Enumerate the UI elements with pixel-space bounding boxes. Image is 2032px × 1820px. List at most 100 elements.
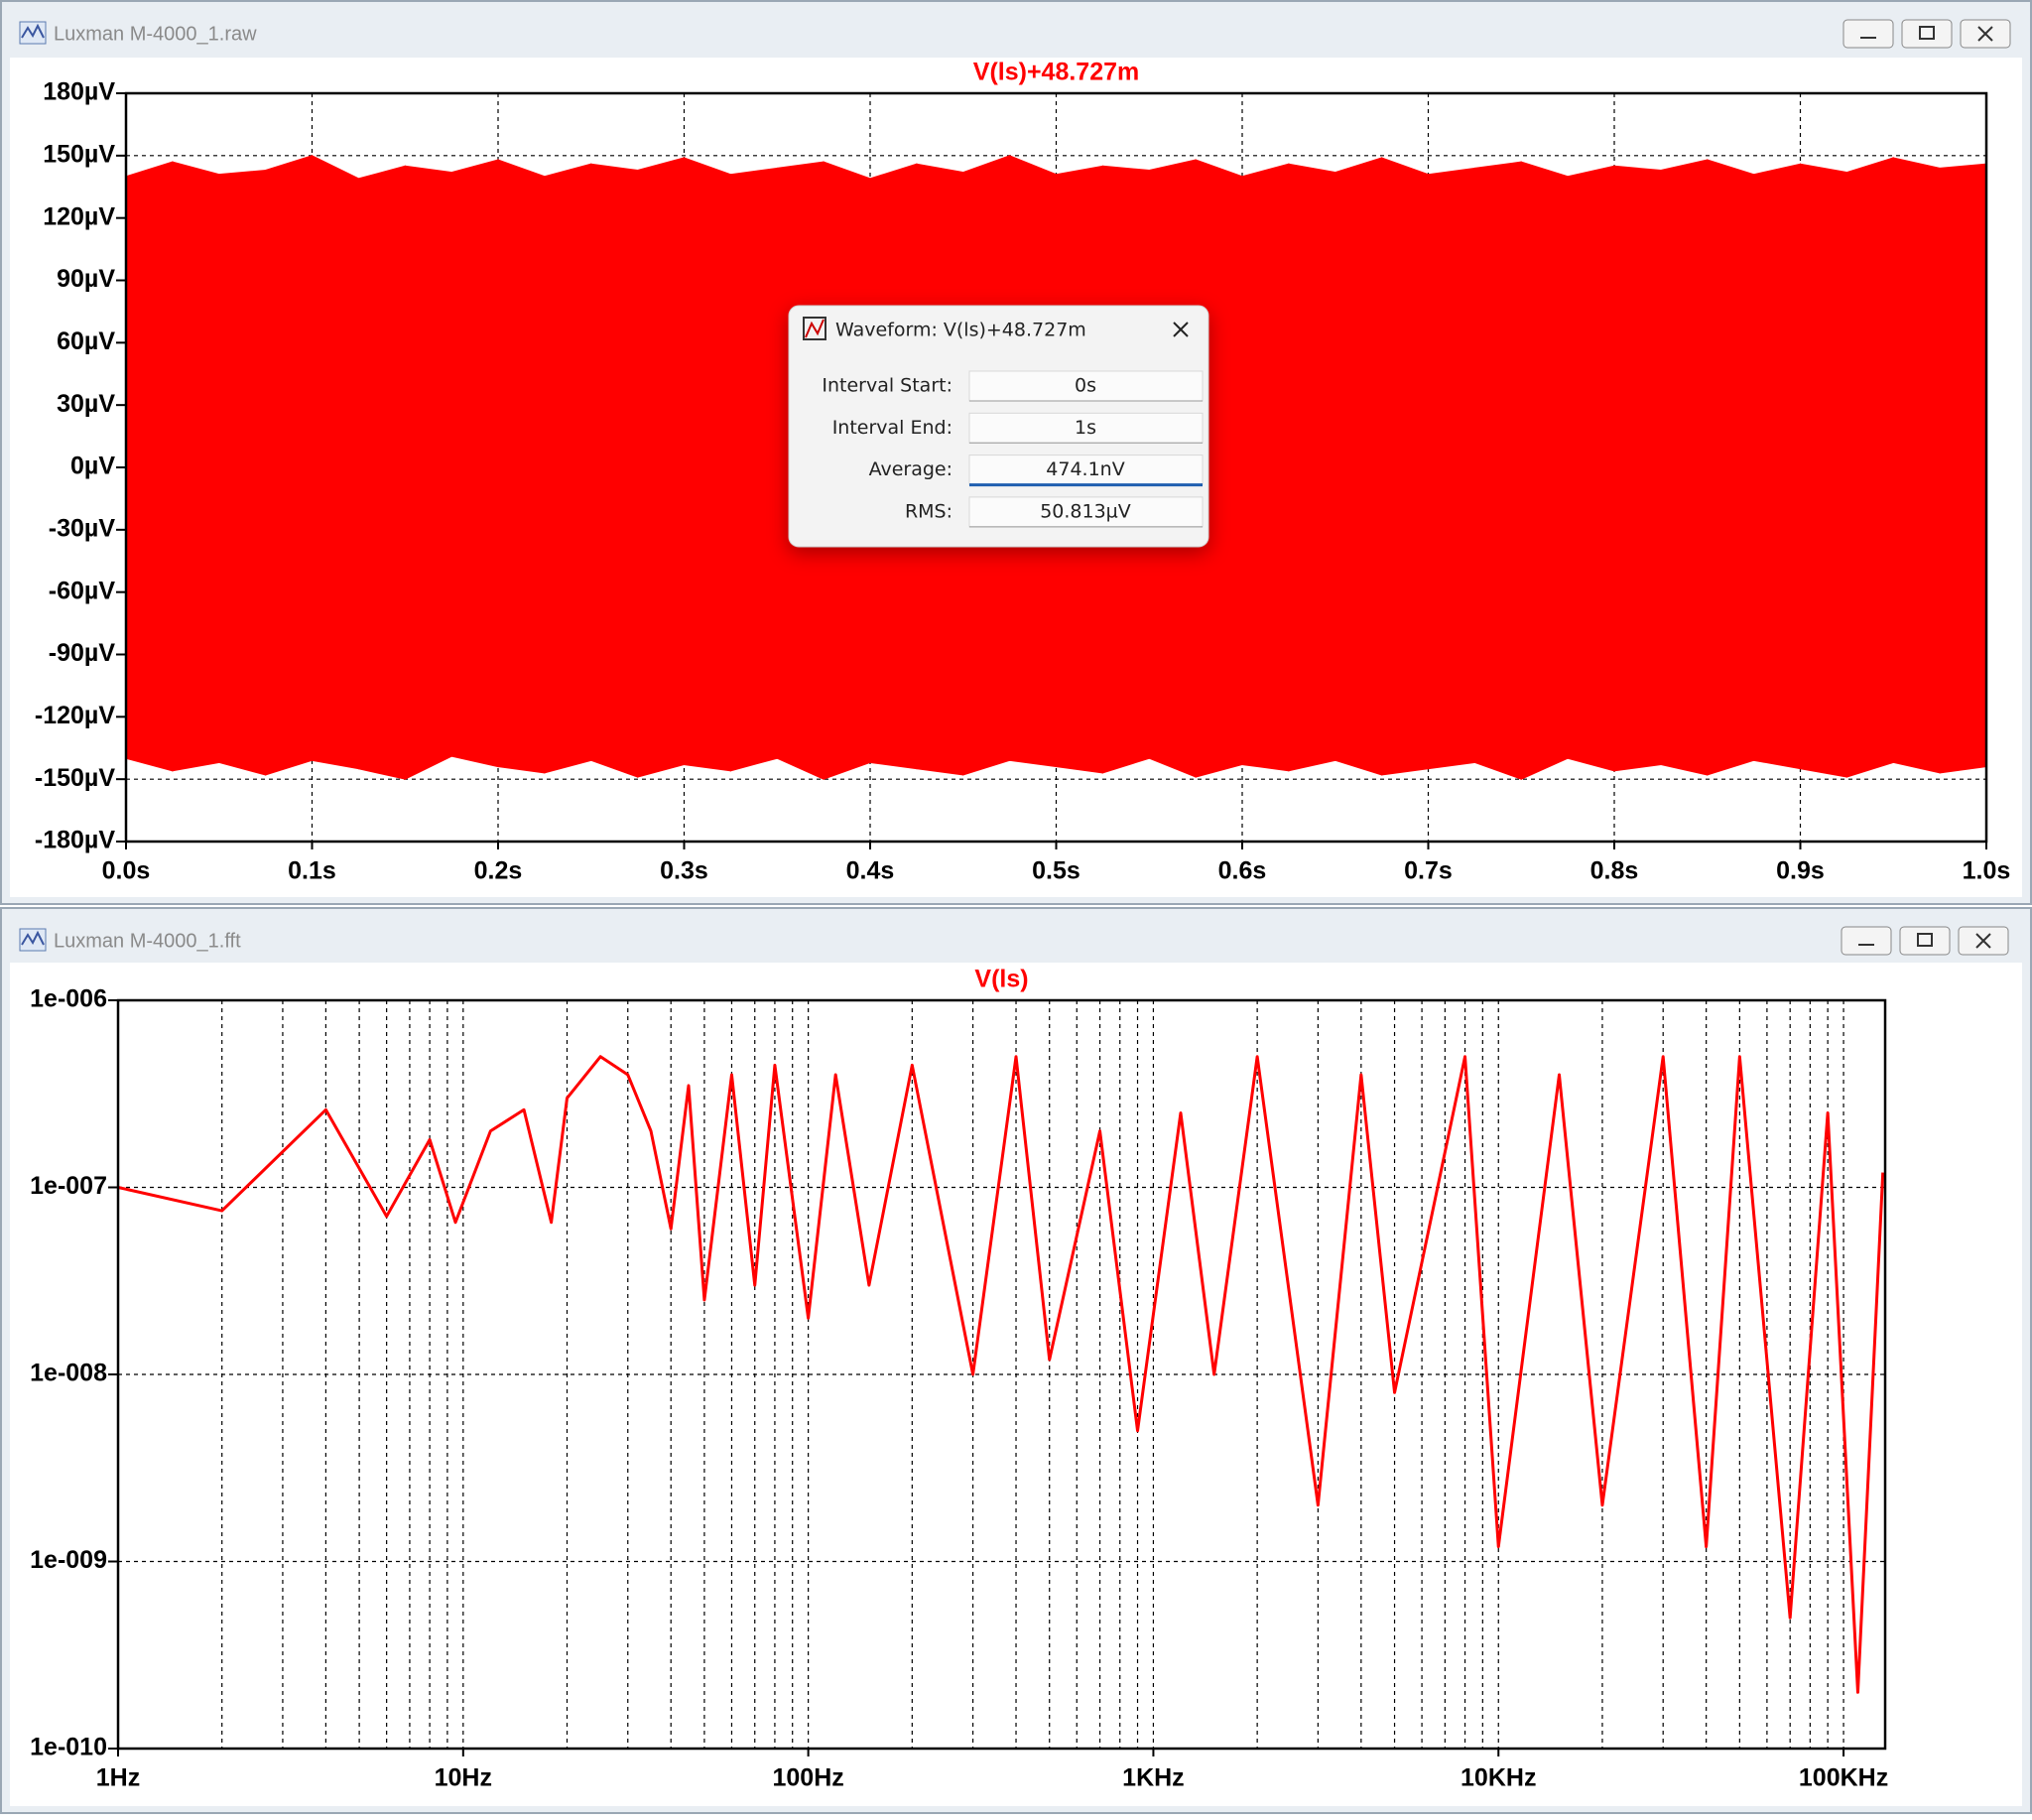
x-tick-label: 0.7s — [1404, 857, 1453, 885]
field-label: Interval Start: — [822, 375, 952, 397]
noise-band — [1939, 163, 1987, 774]
noise-band — [125, 161, 174, 772]
x-tick-label: 0.0s — [102, 857, 151, 885]
window-title: Luxman M-4000_1.fft — [54, 930, 241, 952]
plot-border — [124, 91, 1988, 844]
y-tick-label: -150µV — [35, 764, 115, 792]
plot-border — [116, 998, 1887, 1751]
chart-title: V(ls)+48.727m — [973, 59, 1139, 86]
x-tick-label: 1Hz — [96, 1764, 140, 1792]
noise-band — [1334, 157, 1383, 776]
field-label: Average: — [869, 458, 952, 480]
x-tick-label: 0.2s — [474, 857, 523, 885]
x-tick-label: 0.8s — [1590, 857, 1639, 885]
maximize-button[interactable] — [1901, 19, 1953, 49]
y-tick-label: 1e-007 — [30, 1172, 107, 1200]
noise-band — [729, 167, 778, 772]
noise-band — [544, 163, 592, 774]
y-tick-label: -180µV — [35, 827, 115, 854]
x-tick-label: 0.9s — [1776, 857, 1825, 885]
noise-band — [404, 165, 452, 780]
noise-band — [1241, 163, 1290, 772]
x-tick-label: 0.3s — [660, 857, 708, 885]
noise-band — [450, 159, 499, 768]
app-icon — [19, 21, 47, 45]
y-tick-label: 30µV — [57, 390, 115, 418]
app-icon — [19, 928, 47, 952]
y-tick-label: 1e-006 — [30, 985, 107, 1013]
noise-band — [1428, 167, 1475, 770]
x-tick-label: 100Hz — [772, 1764, 843, 1792]
window-buttons[interactable] — [1842, 19, 2011, 49]
dialog-close[interactable] — [1173, 322, 1189, 337]
x-tick-label: 0.4s — [846, 857, 895, 885]
x-tick-label: 1KHz — [1122, 1764, 1185, 1792]
noise-band — [1567, 165, 1615, 772]
noise-band — [312, 155, 359, 770]
field-value: 0s — [1075, 375, 1096, 397]
y-tick-label: 1e-008 — [30, 1360, 107, 1387]
noise-band — [1613, 165, 1662, 772]
y-tick-label: 1e-009 — [30, 1546, 107, 1574]
noise-band — [1660, 159, 1709, 776]
x-tick-label: 0.6s — [1218, 857, 1267, 885]
noise-band — [1845, 157, 1894, 778]
field-box — [968, 370, 1204, 402]
chart: V(ls)+48.727m 0.0s 0.1s 0.2s 0.3s 0.4s 0.5s 0.6… — [35, 59, 2010, 885]
y-tick-label: 0µV — [70, 453, 115, 480]
field-value: 474.1nV — [1046, 458, 1124, 480]
x-tick-label: 1.0s — [1963, 857, 2011, 885]
field-value: 50.813µV — [1040, 500, 1131, 522]
window-buttons[interactable] — [1841, 926, 2009, 956]
x-tick-label: 100KHz — [1799, 1764, 1888, 1792]
noise-band — [1381, 157, 1429, 776]
noise-band — [357, 165, 406, 780]
noise-band — [218, 169, 267, 776]
noise-band — [1707, 159, 1755, 776]
dialog: Waveform: V(ls)+48.727m Interval Start: 0… — [788, 305, 1209, 548]
noise-band — [1800, 163, 1847, 778]
x-tick-label: 10Hz — [435, 1764, 492, 1792]
y-tick-label: 150µV — [43, 140, 115, 168]
window-title: Luxman M-4000_1.raw — [54, 23, 257, 45]
chart-title: V(ls) — [974, 966, 1028, 993]
y-tick-label: 60µV — [57, 327, 115, 355]
noise-band — [1520, 161, 1569, 780]
noise-band — [1473, 161, 1522, 780]
y-tick-label: -120µV — [35, 702, 115, 729]
noise-band — [172, 161, 220, 772]
noise-band — [265, 155, 313, 776]
maximize-button[interactable] — [1899, 926, 1951, 956]
y-tick-label: -30µV — [49, 514, 116, 542]
noise-band — [497, 159, 546, 774]
y-tick-label: 1e-010 — [30, 1734, 107, 1761]
minimize-button[interactable] — [1842, 19, 1894, 49]
field-value: 1s — [1075, 417, 1096, 439]
noise-band — [590, 163, 639, 778]
x-tick-label: 0.1s — [288, 857, 336, 885]
field-label: RMS: — [905, 500, 952, 522]
field-box — [968, 455, 1204, 486]
y-tick-label: 180µV — [43, 78, 115, 106]
y-tick-label: -90µV — [49, 639, 116, 667]
y-tick-label: 120µV — [43, 202, 115, 230]
noise-band — [637, 157, 685, 778]
y-tick-label: 90µV — [57, 265, 115, 293]
noise-band — [1892, 157, 1941, 774]
chart: V(ls) 1Hz 10Hz 100Hz 1KHz 10KHz 100KHz 1e-006 1e… — [30, 966, 1888, 1792]
y-tick-label: -60µV — [49, 577, 116, 604]
field-box — [968, 496, 1204, 528]
noise-band — [684, 157, 731, 772]
dialog-title: Waveform: V(ls)+48.727m — [835, 320, 1086, 341]
spectrum-line — [117, 1055, 1885, 1694]
x-tick-label: 10KHz — [1460, 1764, 1536, 1792]
field-label: Interval End: — [832, 417, 952, 439]
minimize-button[interactable] — [1841, 926, 1892, 956]
dialog-icon — [803, 317, 826, 340]
noise-band — [1288, 163, 1336, 772]
x-tick-label: 0.5s — [1032, 857, 1080, 885]
noise-band — [1753, 163, 1801, 770]
charts: V(ls)+48.727m 0.0s 0.1s 0.2s 0.3s 0.4s 0.5s 0.6… — [30, 59, 2010, 1792]
